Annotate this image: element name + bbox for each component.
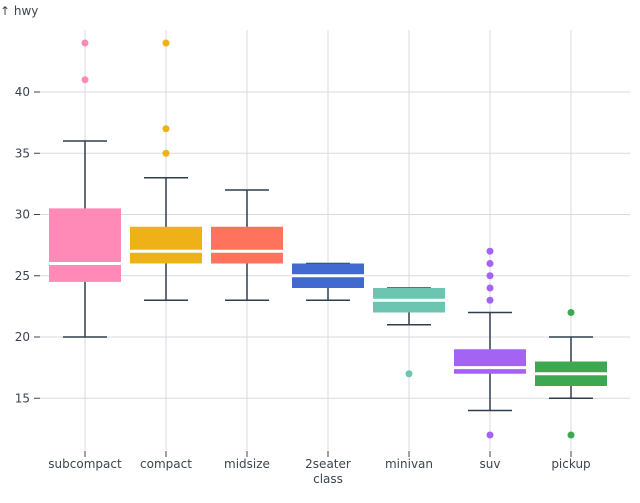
outlier-point (486, 296, 494, 304)
y-tick-label: 40 (15, 85, 30, 99)
x-tick-label: class (313, 472, 343, 486)
outlier-point (162, 149, 170, 157)
y-tick-label: 25 (15, 269, 30, 283)
box-suv (454, 349, 526, 374)
x-tick-label: 2seater (305, 457, 351, 471)
outlier-point (486, 284, 494, 292)
outlier-point (486, 260, 494, 267)
y-tick-label: 15 (15, 391, 30, 405)
x-tick-label: compact (140, 457, 192, 471)
y-tick-label: 30 (15, 208, 30, 222)
x-tick-label: suv (480, 457, 501, 471)
y-tick-label: 20 (15, 330, 30, 344)
outlier-point (567, 431, 575, 439)
outlier-point (405, 370, 413, 378)
x-tick-label: midsize (224, 457, 270, 471)
box-midsize (211, 226, 283, 264)
x-tick-label: minivan (385, 457, 433, 471)
outlier-point (162, 39, 170, 47)
x-tick-label: subcompact (48, 457, 122, 471)
outlier-point (81, 39, 89, 47)
outlier-point (486, 431, 494, 439)
outlier-point (486, 247, 494, 255)
y-tick-label: 35 (15, 146, 30, 160)
outlier-point (162, 125, 170, 133)
box-subcompact (49, 208, 121, 282)
x-tick-label: pickup (551, 457, 590, 471)
outlier-point (81, 76, 89, 84)
outlier-point (486, 272, 494, 280)
y-axis-label: ↑ hwy (0, 4, 38, 18)
outlier-point (567, 309, 575, 316)
box-compact (130, 226, 202, 264)
